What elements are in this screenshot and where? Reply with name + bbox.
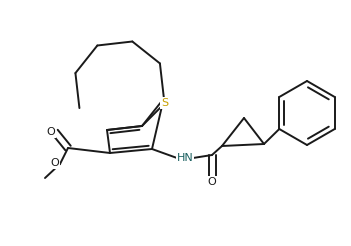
Text: O: O — [51, 158, 59, 168]
Text: HN: HN — [177, 153, 193, 163]
Text: O: O — [208, 177, 216, 187]
Text: S: S — [161, 98, 168, 108]
Text: O: O — [47, 127, 55, 137]
